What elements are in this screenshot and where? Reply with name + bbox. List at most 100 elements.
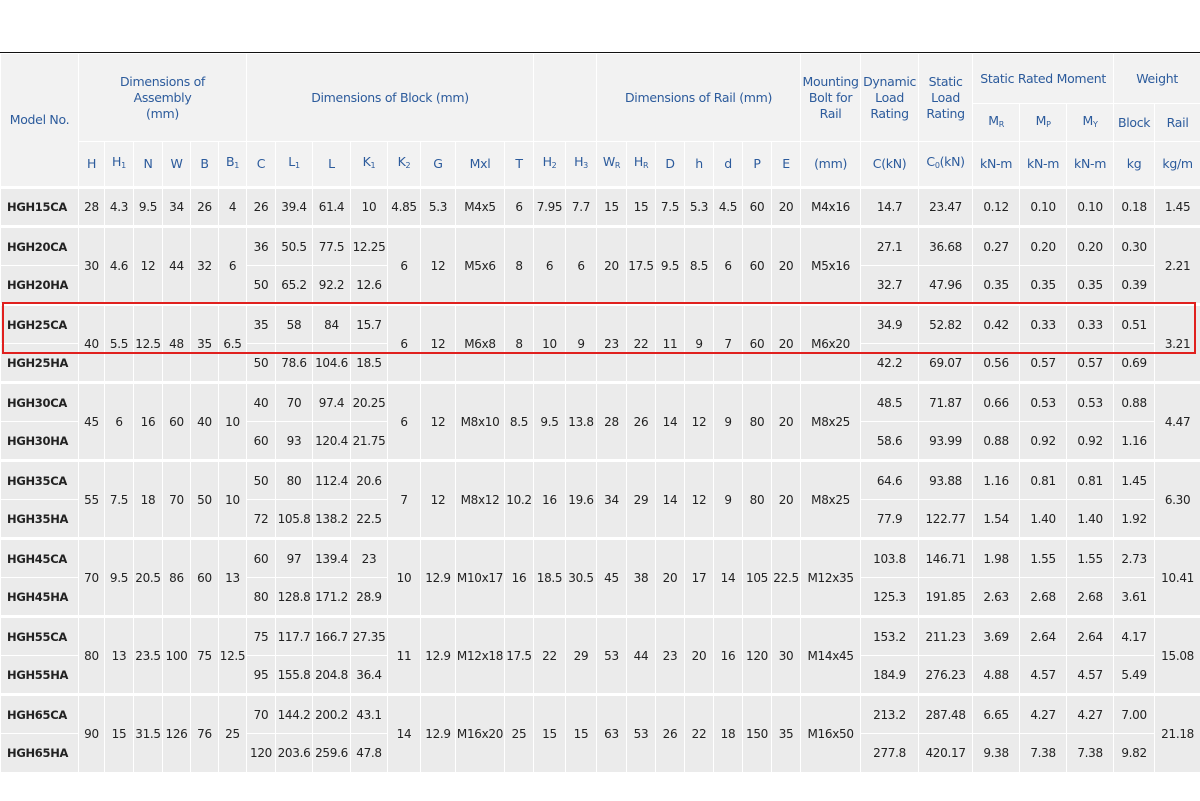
data-cell: 16 <box>714 617 743 695</box>
data-cell: 36 <box>247 227 276 266</box>
header-unit: kN-m <box>1020 142 1067 188</box>
data-cell: 12 <box>421 227 456 305</box>
data-cell: 53 <box>597 617 627 695</box>
data-cell: 44 <box>163 227 191 305</box>
data-cell: 9.5 <box>134 188 163 227</box>
data-cell: 7.7 <box>566 188 597 227</box>
data-cell: 34 <box>597 461 627 539</box>
data-cell: 97.4 <box>313 383 351 422</box>
data-cell: 72 <box>247 500 276 539</box>
data-cell: 60 <box>247 539 276 578</box>
data-cell: 6 <box>388 383 421 461</box>
data-cell: 126 <box>163 695 191 773</box>
data-cell: 22.5 <box>772 539 801 617</box>
data-cell: 43.1 <box>351 695 388 734</box>
data-cell: 4.27 <box>1067 695 1114 734</box>
data-cell: 22 <box>685 695 714 773</box>
data-cell: 277.8 <box>861 734 919 773</box>
data-cell: HGH20CA <box>1 227 79 266</box>
data-cell: 90 <box>79 695 105 773</box>
data-cell: 10 <box>388 539 421 617</box>
data-cell: 120.4 <box>313 422 351 461</box>
data-cell: 20 <box>772 227 801 305</box>
data-cell: 1.55 <box>1020 539 1067 578</box>
data-cell: 23.5 <box>134 617 163 695</box>
symbol-subscript: 1 <box>121 161 126 170</box>
data-cell: 4.85 <box>388 188 421 227</box>
data-cell: 75 <box>191 617 219 695</box>
header-unit: C0(kN) <box>919 142 973 188</box>
data-cell: 0.27 <box>973 227 1020 266</box>
data-cell: 4.57 <box>1067 656 1114 695</box>
data-cell: HGH65CA <box>1 695 79 734</box>
data-cell: 30.5 <box>566 539 597 617</box>
header-unit: (mm) <box>801 142 861 188</box>
data-cell: 80 <box>79 617 105 695</box>
data-cell: HGH65HA <box>1 734 79 773</box>
symbol: H <box>112 154 121 169</box>
data-cell: 6 <box>219 227 247 305</box>
data-cell: M16x50 <box>801 695 861 773</box>
data-cell: 92.2 <box>313 266 351 305</box>
data-cell: 70 <box>276 383 313 422</box>
data-cell: 44 <box>627 617 656 695</box>
symbol-subscript: R <box>643 161 648 170</box>
data-cell: 1.54 <box>973 500 1020 539</box>
data-cell: M8x25 <box>801 461 861 539</box>
data-cell: M12x18 <box>456 617 505 695</box>
data-cell: 0.92 <box>1020 422 1067 461</box>
data-cell: HGH55CA <box>1 617 79 656</box>
data-cell: 20 <box>772 188 801 227</box>
header-unit: C(kN) <box>861 142 919 188</box>
data-cell: 6.30 <box>1155 461 1200 539</box>
symbol-subscript: R <box>999 120 1004 129</box>
data-cell: 28 <box>79 188 105 227</box>
data-cell: 80 <box>247 578 276 617</box>
data-cell: M5x6 <box>456 227 505 305</box>
data-cell: 15 <box>597 188 627 227</box>
data-cell: 0.20 <box>1020 227 1067 266</box>
data-cell: 9 <box>714 461 743 539</box>
data-cell: 65.2 <box>276 266 313 305</box>
data-cell: 1.92 <box>1114 500 1155 539</box>
data-cell: 138.2 <box>313 500 351 539</box>
symbol-subscript: 1 <box>234 161 239 170</box>
data-cell: 211.23 <box>919 617 973 656</box>
data-cell: 95 <box>247 656 276 695</box>
data-cell: 4.6 <box>105 227 134 305</box>
data-cell: 1.16 <box>1114 422 1155 461</box>
data-cell: 0.81 <box>1067 461 1114 500</box>
data-cell: 128.8 <box>276 578 313 617</box>
data-cell: 155.8 <box>276 656 313 695</box>
symbol: H <box>543 154 552 169</box>
data-cell: 420.17 <box>919 734 973 773</box>
data-cell: 7.38 <box>1067 734 1114 773</box>
data-cell: 120 <box>743 617 772 695</box>
data-cell: 77.5 <box>313 227 351 266</box>
data-cell: 25 <box>505 695 534 773</box>
data-cell: 10.41 <box>1155 539 1200 617</box>
data-cell: 0.88 <box>1114 383 1155 422</box>
data-cell: 71.87 <box>919 383 973 422</box>
data-cell: 18 <box>134 461 163 539</box>
header-group: Static Load Rating <box>919 54 973 142</box>
data-cell: 53 <box>627 695 656 773</box>
data-cell: 2.68 <box>1067 578 1114 617</box>
data-cell: 4.88 <box>973 656 1020 695</box>
data-cell: 9.38 <box>973 734 1020 773</box>
data-cell: 1.45 <box>1155 188 1200 227</box>
data-cell: 93.99 <box>919 422 973 461</box>
data-cell: 15 <box>566 695 597 773</box>
header-unit: kg/m <box>1155 142 1200 188</box>
highlight-box <box>2 302 1196 354</box>
data-cell: 31.5 <box>134 695 163 773</box>
data-cell: M4x16 <box>801 188 861 227</box>
data-cell: 70 <box>163 461 191 539</box>
symbol-subscript: 3 <box>583 161 588 170</box>
data-cell: 97 <box>276 539 313 578</box>
data-cell: 6 <box>105 383 134 461</box>
